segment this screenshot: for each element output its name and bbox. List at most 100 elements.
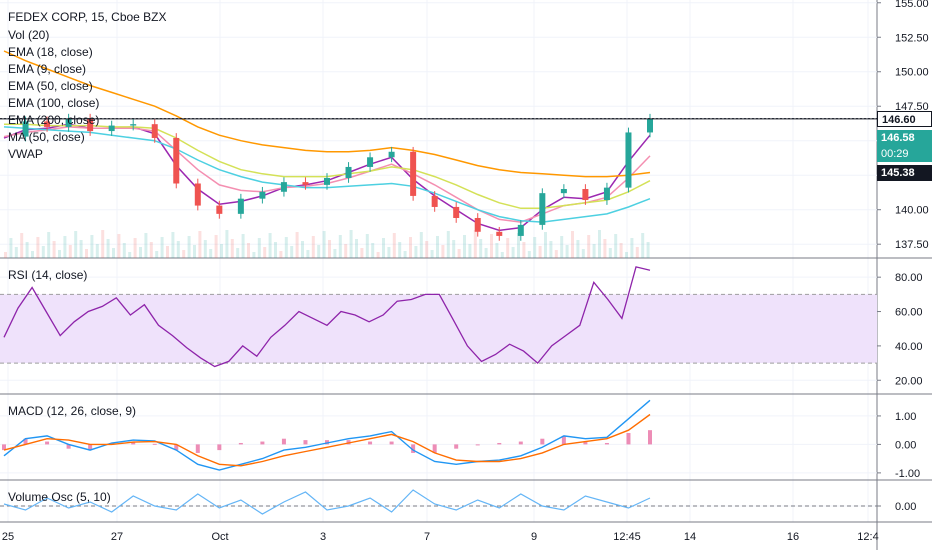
volume-bar — [4, 252, 7, 258]
volume-bar — [414, 246, 418, 258]
volume-bar — [544, 232, 547, 258]
volume-bar — [58, 250, 61, 258]
macd-histogram-bar — [260, 441, 265, 445]
ema100-legend[interactable]: EMA (100, close) — [8, 96, 100, 110]
volume-bar — [47, 232, 51, 258]
ema18-legend[interactable]: EMA (18, close) — [8, 45, 93, 59]
macd-histogram-bar — [346, 440, 351, 445]
time-tick-label: 7 — [424, 531, 430, 543]
volume-bar — [560, 236, 564, 258]
volume-bar — [473, 230, 477, 258]
volume-bar — [538, 246, 542, 258]
volume-bar — [468, 244, 472, 258]
volume-bar — [90, 235, 94, 258]
ma50-legend[interactable]: MA (50, close) — [8, 130, 85, 144]
volume-bar — [209, 249, 213, 258]
candle-body — [324, 177, 330, 185]
volume-bar — [95, 244, 99, 258]
macd-histogram-bar — [238, 442, 243, 445]
volume-bar — [592, 244, 596, 258]
volume-bar — [490, 234, 493, 258]
countdown-tag: 00:29 — [877, 146, 932, 162]
volume-bar — [257, 238, 261, 258]
volume-bar — [166, 246, 169, 258]
series-line-ema-50-close- — [4, 123, 651, 210]
macd-title[interactable]: MACD (12, 26, close, 9) — [8, 404, 137, 418]
candle-body — [431, 195, 438, 207]
time-tick-label: 14 — [684, 531, 696, 543]
candle-body — [647, 118, 653, 133]
candle-body — [130, 124, 137, 126]
volume-bar — [630, 238, 634, 258]
candle-body — [151, 124, 158, 138]
volume-bar — [128, 252, 132, 258]
macd-histogram-bar — [195, 444, 200, 453]
ema50-legend[interactable]: EMA (50, close) — [8, 79, 93, 93]
candle-body — [44, 121, 51, 127]
axis-tick-label: 147.50 — [895, 101, 929, 113]
volume-bar — [274, 242, 277, 258]
volume-bar — [241, 234, 245, 258]
volume-bar — [203, 240, 207, 258]
candle-body — [625, 132, 632, 188]
axis-tick-label: 40.00 — [895, 341, 923, 353]
volume-bar — [646, 242, 650, 258]
volume-bar — [182, 250, 186, 258]
volume-bar — [252, 252, 256, 258]
volume-bar — [68, 245, 72, 258]
volume-bar — [344, 244, 348, 258]
volume-bar — [247, 243, 250, 258]
candle-body — [582, 189, 589, 201]
macd-histogram-bar — [497, 442, 502, 445]
volume-bar — [506, 238, 510, 258]
vwap-legend[interactable]: VWAP — [8, 147, 43, 161]
symbol-title[interactable]: FEDEX CORP, 15, Cboe BZX — [8, 10, 167, 24]
macd-histogram-bar — [88, 444, 93, 451]
volume-osc-title[interactable]: Volume Osc (5, 10) — [8, 490, 111, 504]
macd-histogram-bar — [45, 441, 50, 445]
candle-body — [474, 217, 481, 232]
volume-bar — [614, 234, 618, 258]
volume-bar — [74, 231, 78, 258]
macd-histogram-bar — [2, 444, 6, 451]
time-tick-label: 25 — [2, 531, 14, 543]
ema-price-tag: 145.38 — [877, 165, 932, 181]
axis-tick-label: 80.00 — [895, 272, 923, 284]
volume-bar — [635, 247, 639, 258]
rsi-title[interactable]: RSI (14, close) — [8, 268, 88, 282]
volume-bar — [333, 249, 337, 258]
candle-body — [87, 118, 94, 132]
volume-bar — [36, 237, 40, 258]
volume-bar — [527, 251, 531, 258]
time-tick-label: Oct — [211, 531, 228, 543]
volume-bar — [387, 247, 391, 258]
volume-bar — [85, 249, 88, 258]
time-tick-label: 12:45 — [613, 531, 641, 543]
axis-tick-label: 60.00 — [895, 307, 923, 319]
volume-bar — [338, 235, 342, 258]
macd-signal-line — [3, 413, 651, 467]
volume-bar — [187, 236, 191, 258]
volume-bar — [371, 243, 375, 258]
volume-bar — [31, 251, 34, 258]
candle-body — [22, 121, 29, 137]
ema9-legend[interactable]: EMA (9, close) — [8, 62, 87, 76]
candle-body — [216, 205, 223, 214]
volume-bar — [517, 233, 520, 258]
vol-legend[interactable]: Vol (20) — [8, 28, 50, 42]
volume-bar — [322, 231, 326, 258]
volume-bar — [155, 251, 159, 258]
candle-body — [237, 198, 244, 214]
candle-body — [173, 137, 180, 184]
last-price-tag: 146.58 — [877, 130, 932, 146]
volume-bar — [101, 230, 105, 258]
volume-bar — [419, 232, 423, 258]
volume-bar — [446, 231, 450, 258]
ema200-legend[interactable]: EMA (200, close) — [8, 113, 100, 127]
rsi-line — [3, 266, 651, 368]
volume-bar — [268, 233, 272, 258]
volume-bar — [608, 248, 612, 258]
volume-bar — [457, 249, 461, 258]
volume-osc-line — [3, 489, 651, 515]
